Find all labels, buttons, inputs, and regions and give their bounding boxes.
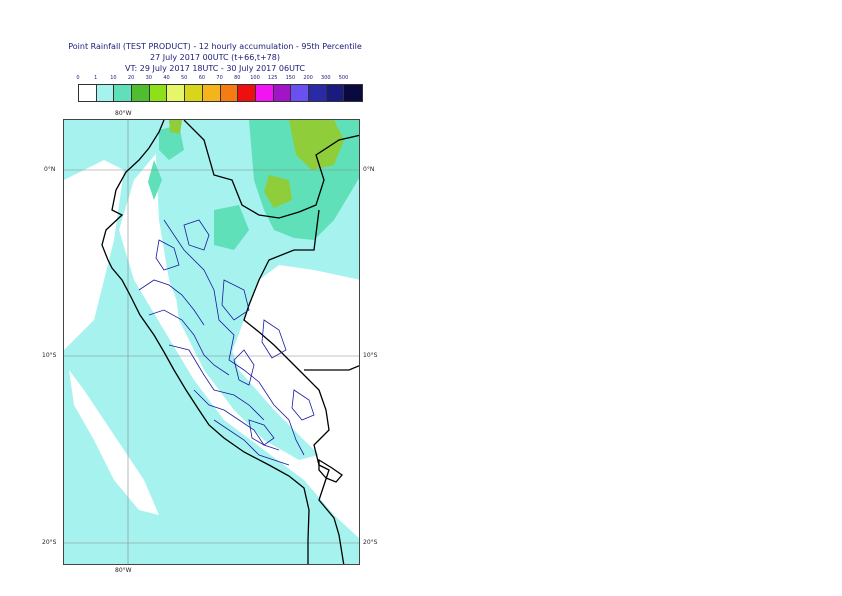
lat-label-0-left: 0°N xyxy=(44,166,56,173)
legend-swatch xyxy=(185,85,203,101)
legend-threshold-label: 150 xyxy=(285,75,296,81)
valid-time: VT: 29 July 2017 18UTC - 30 July 2017 06… xyxy=(125,64,305,73)
legend-swatch xyxy=(167,85,186,101)
lat-label-0-right: 0°N xyxy=(363,166,375,173)
legend-thresholds: 0 1 10 20 30 40 50 60 70 80 100 125 150 200 300 500 xyxy=(60,75,370,85)
lat-label-10-right: 10°S xyxy=(363,352,378,359)
legend-swatch xyxy=(79,85,97,101)
legend-swatch xyxy=(132,85,150,101)
legend-swatch xyxy=(220,85,239,101)
legend-threshold-label: 70 xyxy=(216,75,223,81)
coastline xyxy=(101,120,359,564)
legend-swatch xyxy=(291,85,309,101)
legend-threshold-label: 10 xyxy=(110,75,117,81)
lat-label-20-left: 20°S xyxy=(42,539,57,546)
color-legend xyxy=(78,84,364,102)
legend-threshold-label: 60 xyxy=(198,75,206,81)
legend-swatch xyxy=(273,85,292,101)
base-time: 27 July 2017 00UTC (t+66,t+78) xyxy=(150,53,280,62)
legend-swatch xyxy=(344,85,362,101)
legend-swatch xyxy=(238,85,256,101)
legend-threshold-label: 300 xyxy=(321,75,331,81)
legend-threshold-label: 500 xyxy=(338,75,349,81)
legend-threshold-label: 125 xyxy=(267,75,278,81)
heavy-rain-field xyxy=(169,120,344,208)
legend-threshold-label: 200 xyxy=(303,75,313,81)
legend-swatch xyxy=(114,85,133,101)
legend-swatch xyxy=(149,85,168,101)
legend-threshold-label: 80 xyxy=(234,75,241,81)
legend-swatch xyxy=(308,85,327,101)
legend-threshold-label: 50 xyxy=(181,75,188,81)
admin-borders xyxy=(138,219,315,466)
legend-swatch xyxy=(255,85,274,101)
map-title-block: Point Rainfall (TEST PRODUCT) - 12 hourl… xyxy=(60,41,370,74)
rainfall-map xyxy=(64,120,359,564)
graticule xyxy=(64,120,359,564)
legend-threshold-label: 0 xyxy=(76,75,80,81)
legend-threshold-label: 20 xyxy=(127,75,135,81)
map-title: Point Rainfall (TEST PRODUCT) - 12 hourl… xyxy=(68,42,362,51)
legend-swatch xyxy=(96,85,115,101)
legend-threshold-label: 30 xyxy=(145,75,152,81)
legend-swatch xyxy=(202,85,221,101)
lon-label-bottom: 80°W xyxy=(115,567,132,574)
lat-label-10-left: 10°S xyxy=(42,352,57,359)
lat-label-20-right: 20°S xyxy=(363,539,378,546)
lon-label-top: 80°W xyxy=(115,110,132,117)
legend-threshold-label: 40 xyxy=(163,75,170,81)
map-panel xyxy=(63,119,360,565)
legend-threshold-label: 1 xyxy=(94,75,98,81)
legend-swatch xyxy=(326,85,345,101)
legend-threshold-label: 100 xyxy=(250,75,260,81)
